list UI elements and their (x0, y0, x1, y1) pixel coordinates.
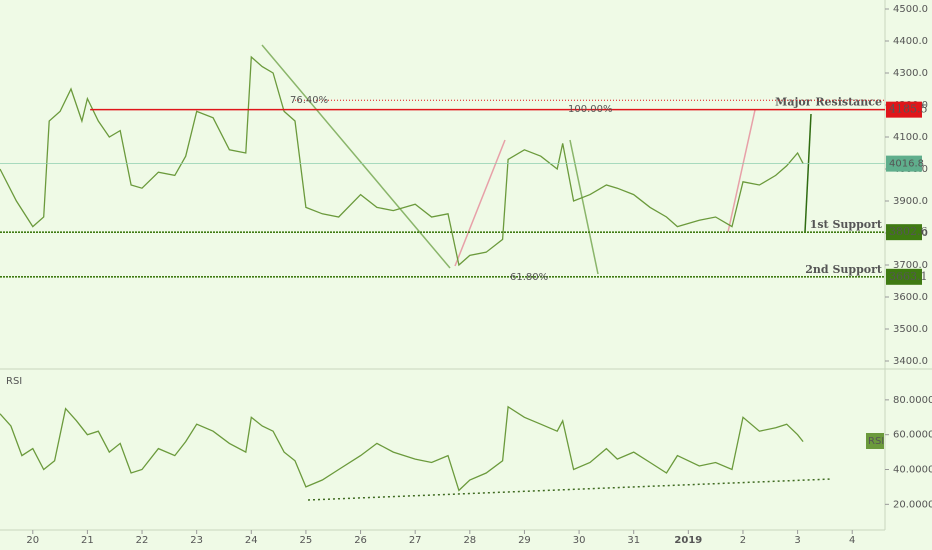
y-tick-label: 3700.0 (893, 260, 928, 271)
y-tick-label: 40.0000 (893, 465, 932, 476)
x-tick-label: 28 (463, 535, 476, 546)
arrow (804, 113, 812, 233)
arrow (454, 139, 506, 267)
y-tick-label: 3900.0 (893, 196, 928, 207)
price-line (0, 405, 804, 492)
y-tick-label: 80.0000 (893, 395, 932, 406)
x-tick-label: 3 (794, 535, 800, 546)
y-tick-label: 4300.0 (893, 68, 928, 79)
x-tick-label: 26 (354, 535, 367, 546)
level-badge (886, 224, 922, 241)
x-tick-label: 23 (190, 535, 203, 546)
arrow (261, 44, 451, 269)
last-price-label: 4016.8 (889, 159, 924, 170)
x-tick-label: 2019 (674, 535, 702, 546)
level-badge (886, 268, 922, 285)
arrow (727, 109, 756, 233)
rsi-title: RSI (6, 376, 22, 387)
level-badge-label: 3802.6 (889, 225, 928, 238)
last-price-badge (886, 155, 922, 172)
y-tick-label: 20.0000 (893, 499, 932, 510)
x-tick-label: 20 (26, 535, 39, 546)
x-tick-label: 24 (245, 535, 258, 546)
rsi-badge-label: RSI (868, 436, 884, 447)
x-tick-label: 31 (627, 535, 640, 546)
x-tick-label: 29 (518, 535, 531, 546)
arrow (569, 139, 599, 275)
y-tick-label: 3600.0 (893, 292, 928, 303)
x-tick-label: 25 (300, 535, 313, 546)
y-tick-label: 3500.0 (893, 324, 928, 335)
x-tick-label: 30 (573, 535, 586, 546)
y-tick-label: 3400.0 (893, 356, 928, 367)
y-tick-label: 60.0000 (893, 430, 932, 441)
level-name: 2nd Support (805, 263, 883, 276)
fib-label: 100.00% (568, 104, 613, 115)
fib-label: 76.40% (290, 95, 328, 106)
y-tick-label: 4400.0 (893, 36, 928, 47)
rsi-badge (866, 433, 884, 449)
y-tick-label: 4500.0 (893, 4, 928, 15)
level-badge (886, 101, 922, 118)
drawings (261, 44, 833, 501)
x-tick-label: 27 (409, 535, 422, 546)
level-badge-label: 3663.1 (889, 270, 928, 283)
x-tick-label: 22 (136, 535, 149, 546)
x-tick-label: 2 (740, 535, 746, 546)
fib-label: 61.80% (510, 272, 548, 283)
level-name: 1st Support (810, 218, 883, 231)
x-tick-label: 21 (81, 535, 94, 546)
x-tick-label: 4 (849, 535, 855, 546)
price-line (0, 55, 804, 267)
level-badge-label: 4185.5 (889, 103, 928, 116)
level-name: Major Resistance (775, 96, 882, 109)
y-tick-label: 4100.0 (893, 132, 928, 143)
